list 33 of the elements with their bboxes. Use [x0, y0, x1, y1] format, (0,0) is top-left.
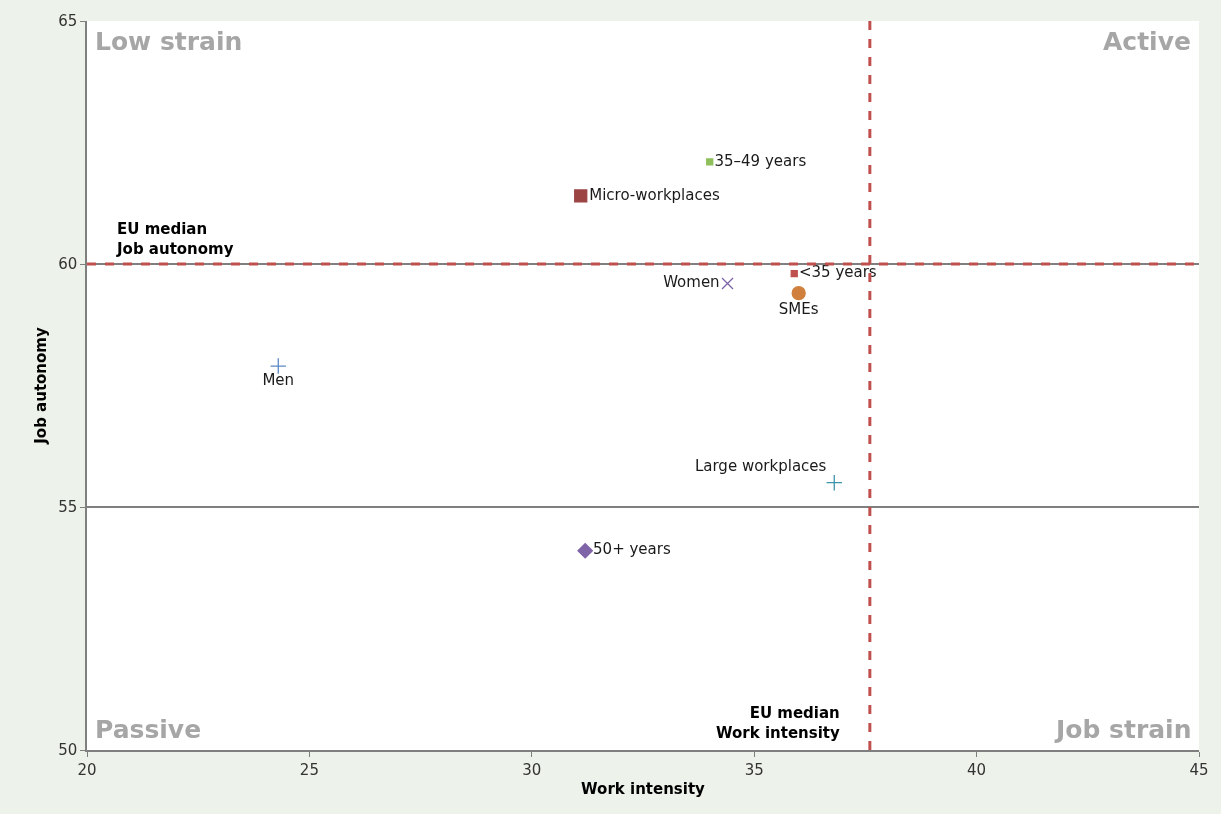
series-label: <35 years: [798, 263, 877, 282]
ref-line-label: EU median Job autonomy: [116, 220, 234, 258]
y-tick-label: 55: [58, 498, 78, 517]
series-label: Micro-workplaces: [589, 185, 720, 204]
ref-line-label: EU median Work intensity: [716, 704, 840, 742]
annotation: Passive: [95, 715, 202, 744]
x-axis-title: Work intensity: [581, 780, 706, 799]
point: [574, 189, 588, 203]
y-tick-label: 65: [58, 12, 78, 31]
x-tick-label: 25: [299, 760, 319, 779]
x-tick-label: 45: [1189, 760, 1209, 779]
series-label: Men: [262, 371, 295, 390]
series-label: Women: [663, 273, 720, 292]
annotation: Active: [1103, 27, 1191, 56]
point: [706, 158, 714, 166]
series-label: SMEs: [778, 299, 819, 318]
y-tick-label: 50: [58, 741, 78, 760]
point: [790, 270, 798, 278]
point: [825, 474, 843, 492]
series-label: 50+ years: [593, 540, 671, 559]
series-label: Large workplaces: [694, 457, 827, 476]
annotation: Job strain: [1054, 715, 1192, 744]
series-label: 35–49 years: [714, 151, 807, 170]
point: [577, 542, 593, 559]
y-tick-label: 60: [58, 255, 78, 274]
x-tick-label: 20: [77, 760, 97, 779]
annotation: Low strain: [95, 27, 243, 56]
y-axis-title: Job autonomy: [31, 327, 50, 445]
x-tick-label: 40: [967, 760, 987, 779]
x-tick-label: 30: [522, 760, 542, 779]
x-tick-label: 35: [744, 760, 764, 779]
point: [721, 277, 734, 290]
point: [791, 286, 806, 301]
